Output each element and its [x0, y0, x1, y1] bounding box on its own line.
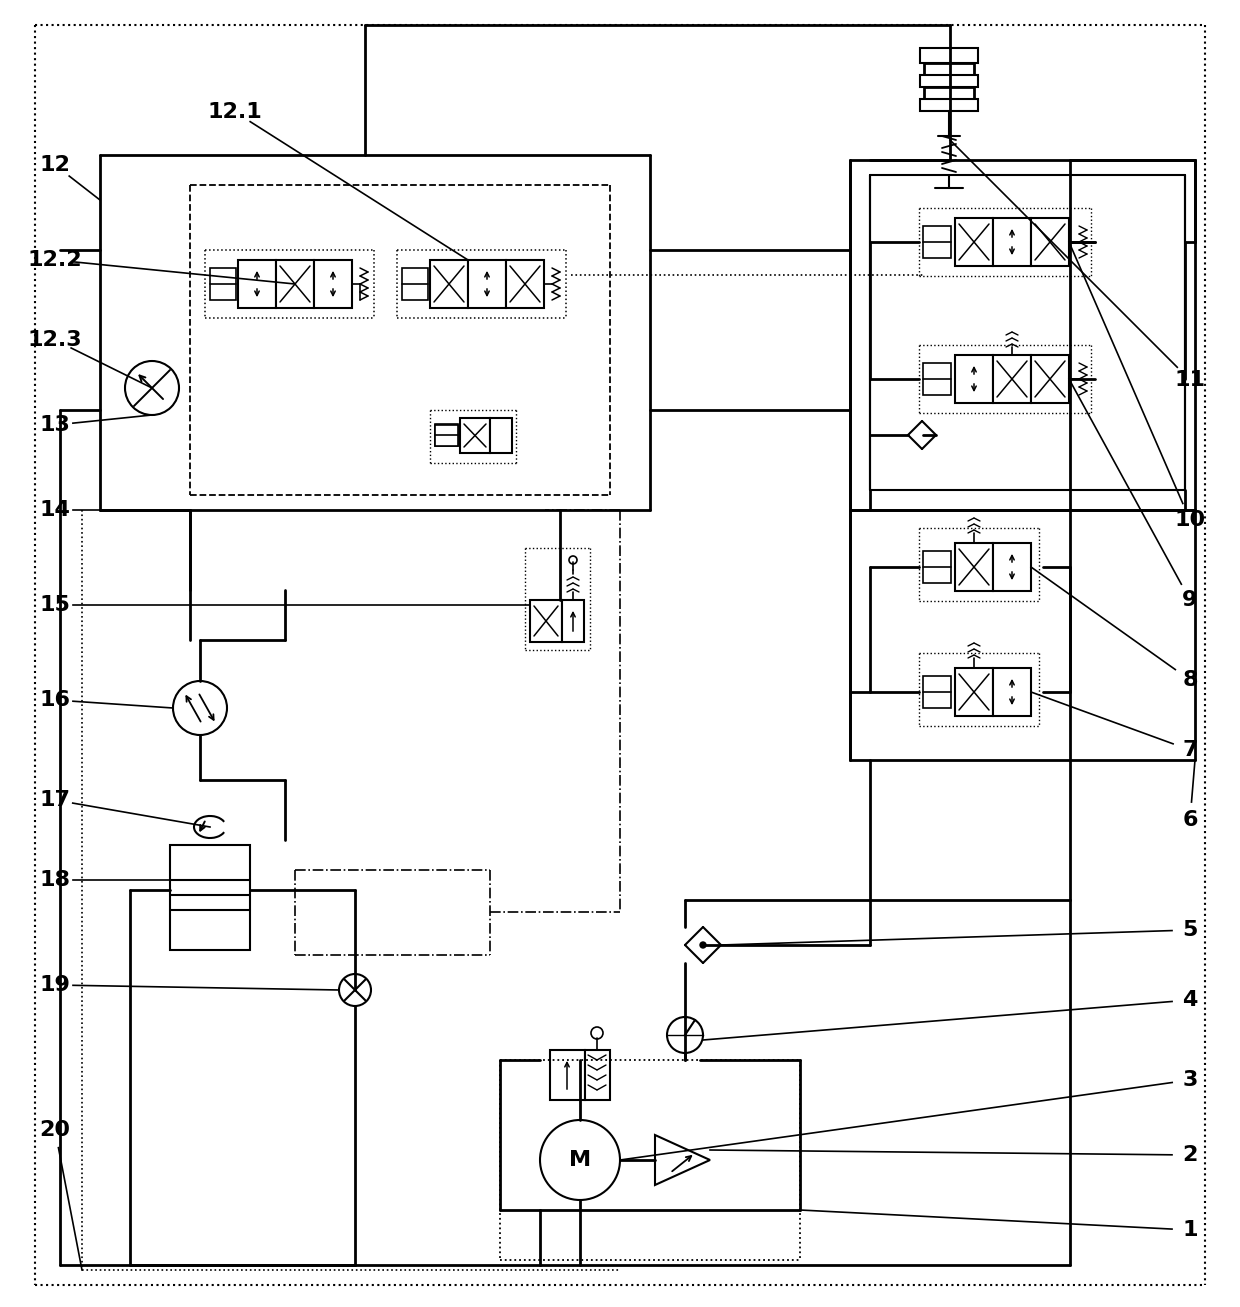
Bar [402, 268, 428, 301]
Circle shape [591, 1027, 603, 1039]
Bar [435, 423, 458, 446]
Bar [924, 88, 973, 99]
Bar [923, 226, 951, 257]
Bar [924, 63, 973, 74]
Bar [506, 260, 544, 308]
Bar [923, 363, 951, 395]
Circle shape [569, 555, 577, 565]
Circle shape [701, 942, 706, 948]
Text: 7: 7 [1182, 740, 1198, 759]
Bar [955, 668, 993, 716]
Circle shape [667, 1017, 703, 1053]
Text: 17: 17 [40, 789, 71, 810]
Text: M: M [569, 1150, 591, 1170]
Bar [210, 268, 236, 301]
Bar [993, 668, 1030, 716]
Text: 19: 19 [40, 975, 71, 995]
Text: 12.3: 12.3 [27, 329, 82, 350]
Text: 9: 9 [1182, 589, 1198, 610]
Bar [955, 542, 993, 591]
Text: 14: 14 [40, 501, 71, 520]
Text: 12.1: 12.1 [207, 102, 263, 122]
Bar [490, 418, 512, 454]
Bar [435, 425, 458, 446]
Text: 10: 10 [1174, 510, 1205, 531]
Text: 1: 1 [1182, 1219, 1198, 1240]
Text: 18: 18 [40, 870, 71, 890]
Text: 13: 13 [40, 416, 71, 435]
Bar [920, 99, 978, 111]
Bar [955, 356, 993, 403]
Bar [585, 1050, 610, 1100]
Circle shape [125, 361, 179, 416]
Bar [993, 218, 1030, 267]
Bar [1030, 218, 1069, 267]
Bar [551, 1050, 585, 1100]
Circle shape [174, 681, 227, 735]
Bar [993, 542, 1030, 591]
Circle shape [539, 1120, 620, 1200]
Bar [1030, 356, 1069, 403]
Bar [920, 74, 978, 88]
Text: 15: 15 [40, 595, 71, 616]
Bar [277, 260, 314, 308]
Text: 3: 3 [1182, 1070, 1198, 1090]
Bar [955, 218, 993, 267]
Bar [923, 552, 951, 583]
Text: 11: 11 [1174, 370, 1205, 389]
Text: 6: 6 [1182, 810, 1198, 830]
Bar [529, 600, 562, 642]
Bar [467, 260, 506, 308]
Text: 12.2: 12.2 [27, 250, 82, 271]
Text: 16: 16 [40, 690, 71, 710]
Bar [314, 260, 352, 308]
Text: 8: 8 [1182, 670, 1198, 690]
Circle shape [339, 974, 371, 1006]
Bar [562, 600, 584, 642]
Bar [920, 48, 978, 63]
Text: 2: 2 [1182, 1145, 1198, 1165]
Text: 12: 12 [40, 156, 71, 175]
Bar [170, 846, 250, 950]
Text: 5: 5 [1182, 920, 1198, 940]
Text: 20: 20 [40, 1120, 71, 1140]
Bar [238, 260, 277, 308]
Bar [923, 676, 951, 708]
Bar [993, 356, 1030, 403]
Text: 4: 4 [1182, 989, 1198, 1010]
Bar [460, 418, 490, 454]
Bar [430, 260, 467, 308]
